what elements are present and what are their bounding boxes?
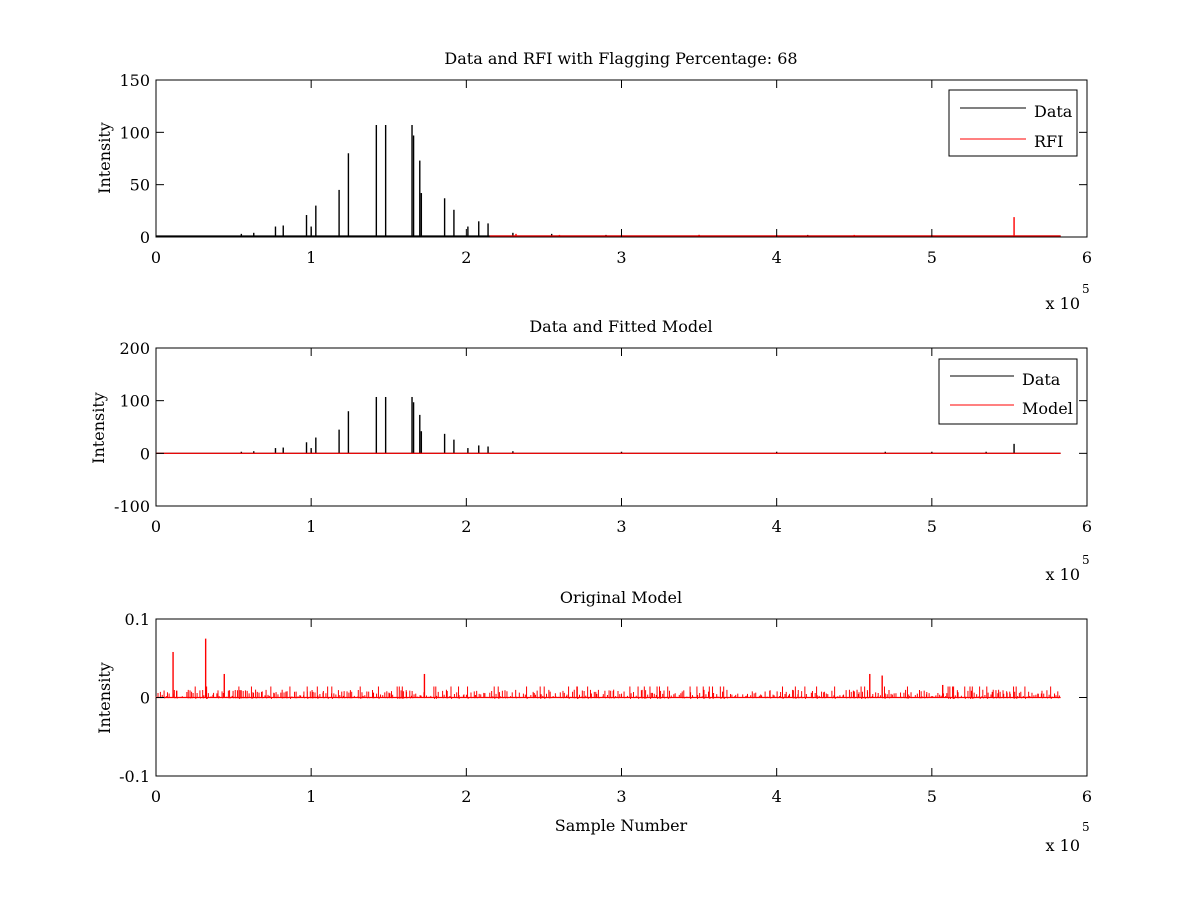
axes-frame [155, 79, 1088, 238]
x-tick-label: 2 [461, 787, 471, 806]
legend-box [938, 358, 1078, 425]
y-tick-label: 50 [130, 176, 150, 195]
x-tick-label: 1 [306, 248, 316, 267]
x-tick-label: 2 [461, 248, 471, 267]
legend-label-data: Data [1022, 370, 1061, 389]
x-tick-label: 3 [616, 787, 626, 806]
x-tick-label: 4 [772, 787, 782, 806]
x-tick-label: 0 [151, 787, 161, 806]
x-tick-label: 0 [151, 517, 161, 536]
legend-label-model: Model [1022, 399, 1073, 418]
legend: Data Model [938, 358, 1078, 425]
legend-label-data: Data [1034, 102, 1073, 121]
x-tick-label: 4 [772, 248, 782, 267]
y-tick-label: 0.1 [125, 610, 150, 629]
x-tick-label: 6 [1082, 517, 1092, 536]
x-exponent-base: x 10 [1046, 294, 1080, 313]
x-exponent-base: x 10 [1046, 836, 1080, 855]
x-tick-label: 1 [306, 517, 316, 536]
legend-label-rfi: RFI [1034, 132, 1063, 151]
x-exponent-power: 5 [1082, 820, 1090, 834]
y-axis-label: Intensity [95, 662, 114, 734]
tick-layer: 0 1 2 3 4 5 6-0.100.1 [119, 610, 1092, 806]
x-axis-label: Sample Number [555, 816, 688, 835]
series-layer [156, 125, 1061, 237]
x-tick-label: 3 [616, 248, 626, 267]
y-tick-label: -0.1 [119, 767, 150, 786]
chart-title: Data and RFI with Flagging Percentage: 6… [444, 49, 797, 68]
y-axis-label: Intensity [95, 122, 114, 194]
subplot-original-model: 0 1 2 3 4 5 6-0.100.1 Original Model Intensity… [95, 588, 1092, 855]
x-tick-label: 5 [927, 517, 937, 536]
y-tick-label: -100 [114, 497, 150, 516]
series-layer [156, 396, 1061, 454]
x-tick-label: 2 [461, 517, 471, 536]
series-noise [155, 686, 1061, 699]
axes-frame [155, 347, 1088, 507]
series-layer [155, 638, 1061, 699]
x-exponent-power: 5 [1082, 553, 1090, 567]
y-tick-label: 200 [119, 339, 150, 358]
x-tick-label: 1 [306, 787, 316, 806]
tick-layer: 0 1 2 3 4 5 6 0 50 100 150 [119, 71, 1092, 267]
legend-box [948, 89, 1078, 157]
x-tick-label: 4 [772, 517, 782, 536]
y-tick-label: 0 [140, 689, 150, 708]
y-tick-label: 100 [119, 392, 150, 411]
x-tick-label: 5 [927, 248, 937, 267]
y-tick-label: 100 [119, 123, 150, 142]
x-tick-label: 0 [151, 248, 161, 267]
x-exponent-base: x 10 [1046, 565, 1080, 584]
x-tick-label: 6 [1082, 248, 1092, 267]
subplot-rfi: 0 1 2 3 4 5 6 0 50 100 150 Data and RFI with Flagg… [95, 49, 1092, 313]
y-tick-label: 0 [140, 228, 150, 247]
x-exponent-power: 5 [1082, 282, 1090, 296]
chart-title: Data and Fitted Model [529, 317, 712, 336]
x-tick-label: 6 [1082, 787, 1092, 806]
chart-title: Original Model [560, 588, 682, 607]
x-tick-label: 5 [927, 787, 937, 806]
x-tick-label: 3 [616, 517, 626, 536]
y-tick-label: 0 [140, 444, 150, 463]
legend: Data RFI [948, 89, 1078, 157]
y-axis-label: Intensity [89, 392, 108, 464]
y-tick-label: 150 [119, 71, 150, 90]
